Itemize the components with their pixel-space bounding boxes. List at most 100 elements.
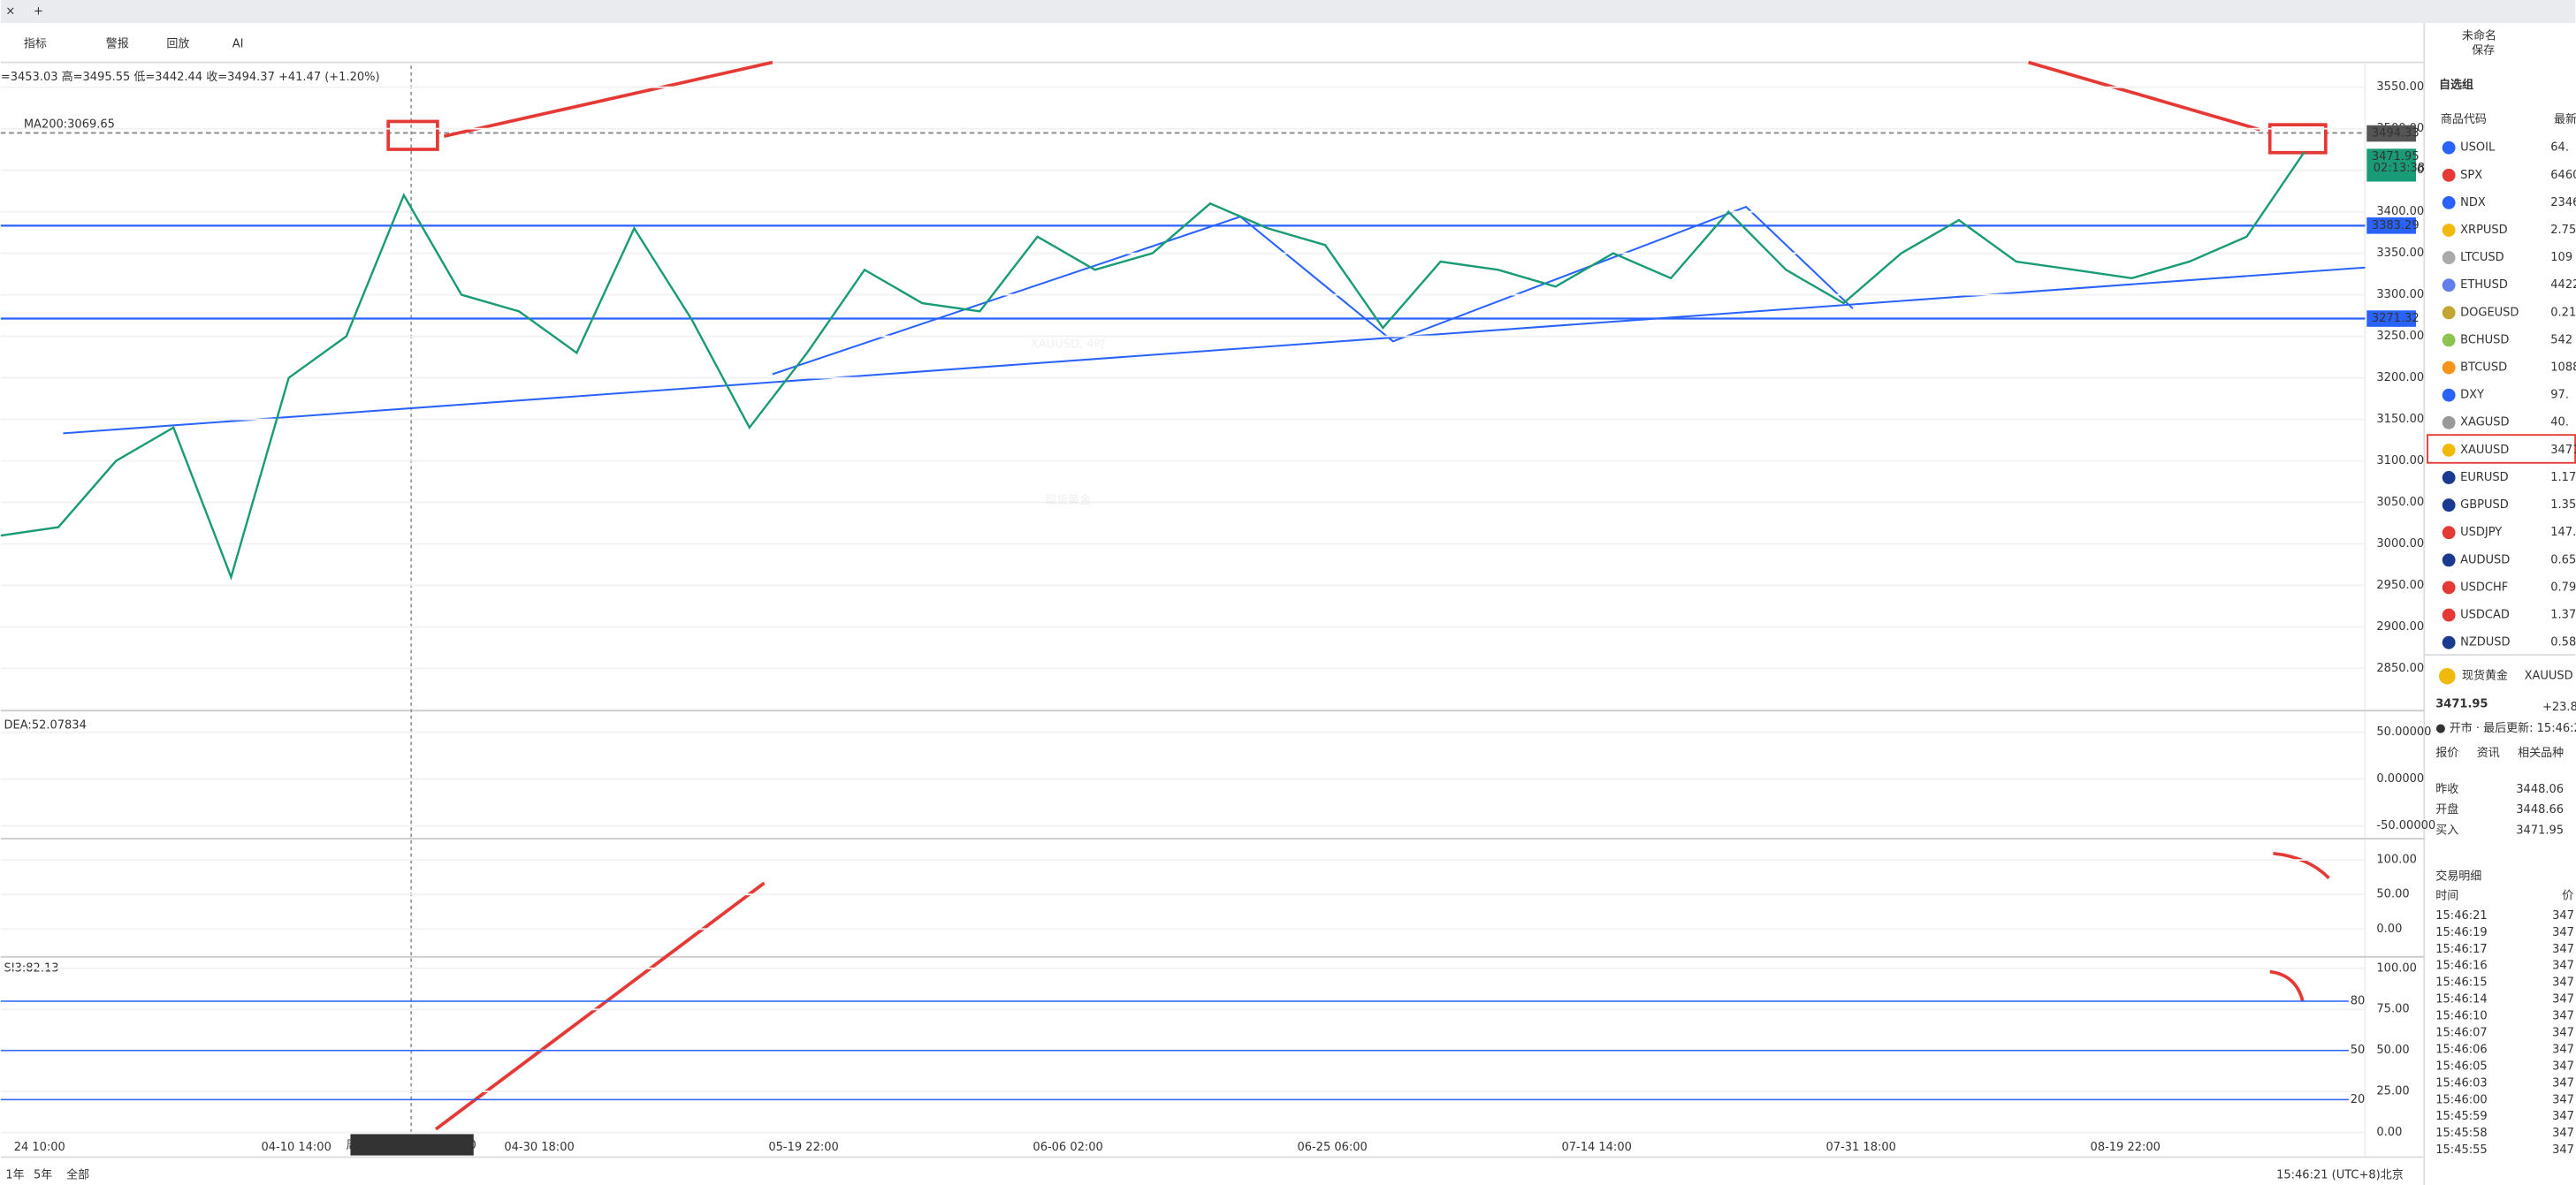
detail-change: +23.8 [2542, 701, 2576, 714]
x-tick-label: 04-10 14:00 [261, 1141, 331, 1154]
range-button[interactable]: 5年 [34, 1168, 52, 1181]
y-tick-label: 3100.00 [2376, 454, 2424, 467]
y-tick-label: 3150.00 [2376, 413, 2424, 426]
x-tick-label: 08-19 22:00 [2091, 1141, 2161, 1154]
layout-name: 未命名 [2462, 28, 2496, 42]
symbol[interactable]: BCHUSD [2460, 333, 2509, 346]
trade-time: 15:46:10 [2435, 1010, 2487, 1023]
column-header: 时间 [2435, 890, 2458, 903]
y-tick-label: 2900.00 [2376, 620, 2424, 634]
clock: 15:46:21 (UTC+8)北京 [2276, 1168, 2404, 1181]
symbol[interactable]: XRPUSD [2460, 224, 2508, 237]
symbol-icon [2442, 471, 2456, 484]
detail-tab[interactable]: 资讯 [2477, 747, 2500, 760]
last-price: 2.753 [2550, 224, 2576, 237]
detail-tab[interactable]: 相关品种 [2518, 747, 2564, 760]
last-price: 97. [2550, 389, 2569, 402]
x-tick-label: 06-06 02:00 [1033, 1141, 1102, 1154]
x-tick-label: 24 10:00 [14, 1141, 65, 1154]
detail-symbol: XAUUSD [2525, 670, 2573, 683]
symbol[interactable]: ETHUSD [2460, 278, 2508, 292]
y-tick-label: 3550.00 [2376, 80, 2424, 94]
symbol[interactable]: XAGUSD [2460, 416, 2509, 429]
save-label[interactable]: 保存 [2472, 44, 2495, 57]
x-tick-label: 07-14 14:00 [1561, 1141, 1631, 1154]
toolbar-button[interactable]: 指标 [24, 38, 47, 51]
stat-label: 买入 [2435, 824, 2458, 837]
symbol-icon [2442, 278, 2456, 292]
symbol[interactable]: LTCUSD [2460, 251, 2504, 264]
selected-row [2427, 434, 2576, 464]
last-price: 0.798 [2550, 581, 2576, 594]
y-tick-label: 3000.00 [2376, 537, 2424, 551]
y-tick-label: 0.00000 [2376, 772, 2424, 786]
symbol[interactable]: NZDUSD [2460, 636, 2510, 649]
trade-price: 347 [2552, 1143, 2574, 1157]
last-price: 3471 [2550, 444, 2576, 457]
symbol[interactable]: DXY [2460, 389, 2484, 402]
crosshair-label: 周二 2025-04-22 10:00 [347, 1139, 476, 1152]
trade-price: 347 [2552, 909, 2574, 923]
stat-value: 3448.66 [2516, 803, 2564, 817]
y-tick-label: 3250.00 [2376, 330, 2424, 343]
y-tick-label: 50.00 [2376, 888, 2409, 901]
column-header: 最新 [2554, 112, 2576, 126]
countdown: 02:13:38 [2374, 162, 2425, 175]
symbol[interactable]: NDX [2460, 196, 2486, 209]
symbol[interactable]: BTCUSD [2460, 361, 2507, 375]
watermark: 现货黄金 [1045, 493, 1091, 507]
group-name[interactable]: 自选组 [2439, 78, 2473, 92]
y-tick-label: 3200.00 [2376, 371, 2424, 384]
trade-time: 15:45:58 [2435, 1127, 2487, 1140]
last-price: 1.352 [2550, 498, 2576, 512]
toolbar-button[interactable]: AI [232, 38, 244, 51]
detail-tab[interactable]: 报价 [2435, 747, 2458, 760]
range-button[interactable]: 1年 [5, 1168, 24, 1181]
symbol[interactable]: AUDUSD [2460, 553, 2510, 566]
symbol-icon [2442, 195, 2456, 209]
symbol[interactable]: USOIL [2460, 141, 2496, 155]
last-price: 40. [2550, 416, 2569, 429]
symbol[interactable]: GBPUSD [2460, 498, 2509, 512]
symbol[interactable]: SPX [2460, 169, 2482, 182]
trade-price: 347 [2552, 976, 2574, 990]
x-tick-label: 05-19 22:00 [768, 1141, 838, 1154]
last-price: 542 [2550, 333, 2572, 346]
new-tab[interactable]: + [34, 5, 43, 19]
symbol-icon [2438, 667, 2456, 685]
symbol-icon [2442, 553, 2456, 567]
price-line [0, 151, 2305, 581]
symbol-icon [2442, 388, 2456, 402]
trade-time: 15:46:14 [2435, 993, 2487, 1006]
symbol[interactable]: EURUSD [2460, 471, 2509, 484]
trade-price: 347 [2552, 1110, 2574, 1123]
trade-time: 15:46:07 [2435, 1027, 2487, 1040]
toolbar-button[interactable]: 警报 [106, 37, 129, 51]
level-label: 20 [2351, 1093, 2366, 1106]
y-tick-label: 2850.00 [2376, 662, 2424, 675]
stat-label: 开盘 [2435, 802, 2458, 817]
trade-price: 347 [2552, 926, 2574, 939]
symbol[interactable]: USDCHF [2460, 581, 2508, 594]
trade-price: 347 [2552, 993, 2574, 1006]
symbol-icon [2442, 251, 2456, 265]
trade-time: 15:46:06 [2435, 1043, 2487, 1056]
y-tick-label: 3050.00 [2376, 496, 2424, 509]
symbol[interactable]: DOGEUSD [2460, 306, 2519, 319]
symbol[interactable]: USDJPY [2460, 526, 2502, 539]
last-price: 1.17 [2550, 471, 2576, 484]
trade-price: 347 [2552, 960, 2574, 973]
symbol[interactable]: USDCAD [2460, 609, 2510, 622]
watermark: XAUUSD, 4时 [1031, 338, 1106, 352]
symbol-icon [2442, 498, 2456, 513]
close-tab[interactable]: × [5, 5, 15, 19]
toolbar-button[interactable]: 回放 [166, 38, 189, 51]
price-tag [2366, 148, 2416, 182]
range-button[interactable]: 全部 [66, 1167, 89, 1181]
symbol[interactable]: XAUUSD [2460, 444, 2509, 457]
symbol-icon [2442, 141, 2456, 155]
last-price: 0.654 [2550, 553, 2576, 566]
ohlc-info: =3453.03 高=3495.55 低=3442.44 收=3494.37 +… [1, 70, 380, 84]
y-tick-label: 3400.00 [2376, 205, 2424, 218]
